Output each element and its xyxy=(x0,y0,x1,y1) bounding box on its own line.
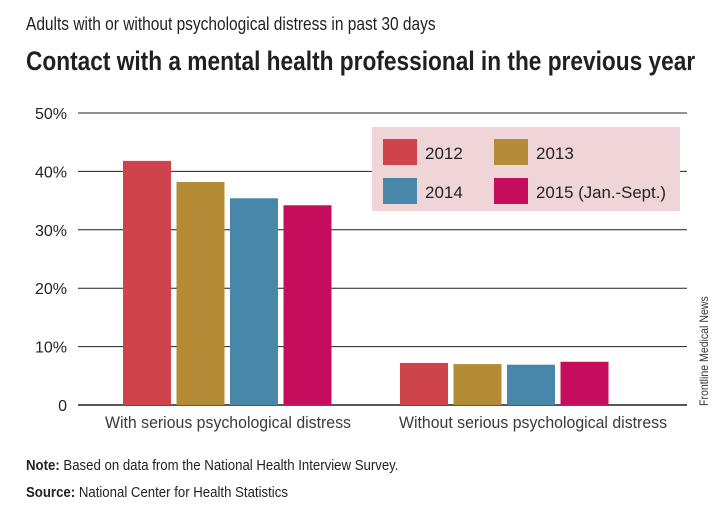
y-tick-label: 0 xyxy=(58,398,67,415)
legend-swatch-2013 xyxy=(494,139,528,165)
y-tick-label: 40% xyxy=(35,164,67,181)
y-tick-label: 30% xyxy=(35,223,67,240)
legend-label-2014: 2014 xyxy=(425,183,463,202)
bar-2014-with-distress xyxy=(230,198,278,405)
chart-title: Contact with a mental health professiona… xyxy=(26,46,696,76)
credit-text: Frontline Medical News xyxy=(697,296,711,406)
x-category-label: With serious psychological distress xyxy=(105,413,351,432)
x-category-label: Without serious psychological distress xyxy=(399,413,667,432)
y-tick-label: 10% xyxy=(35,340,67,357)
legend-swatch-2012 xyxy=(383,139,417,165)
bar-2015-without-distress xyxy=(560,361,609,405)
bar-2015-with-distress xyxy=(283,205,332,405)
legend-swatch-2014 xyxy=(383,178,417,204)
legend-label-2013: 2013 xyxy=(536,144,574,163)
y-tick-label: 20% xyxy=(35,281,67,298)
y-tick-label: 50% xyxy=(35,106,67,123)
source: Source: National Center for Health Stati… xyxy=(26,484,288,501)
note-text: Based on data from the National Health I… xyxy=(59,457,399,474)
note-label: Note: xyxy=(26,457,60,474)
note: Note: Based on data from the National He… xyxy=(26,457,398,474)
bar-2013-without-distress xyxy=(453,364,502,405)
source-label: Source: xyxy=(26,484,76,501)
bar-2014-without-distress xyxy=(507,364,555,405)
bar-2012-with-distress xyxy=(123,160,171,405)
bar-2012-without-distress xyxy=(400,362,448,405)
legend-label-2012: 2012 xyxy=(425,144,463,163)
legend-label-2015: 2015 (Jan.-Sept.) xyxy=(536,183,666,202)
legend-swatch-2015 xyxy=(494,178,528,204)
bar-2013-with-distress xyxy=(176,181,225,405)
chart-subtitle: Adults with or without psychological dis… xyxy=(26,14,436,34)
source-text: National Center for Health Statistics xyxy=(75,484,288,501)
credit-line: Frontline Medical News xyxy=(697,281,711,406)
